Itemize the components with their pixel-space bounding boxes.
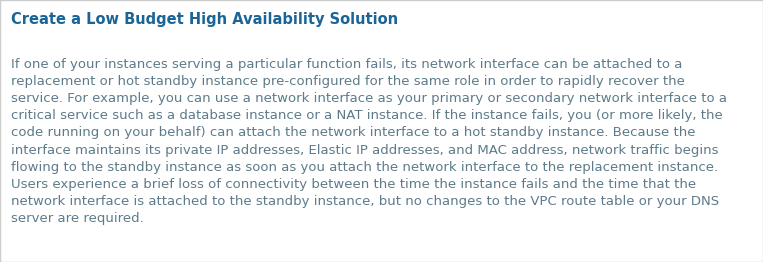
Text: If one of your instances serving a particular function fails, its network interf: If one of your instances serving a parti… xyxy=(11,58,727,225)
Text: Create a Low Budget High Availability Solution: Create a Low Budget High Availability So… xyxy=(11,12,398,27)
